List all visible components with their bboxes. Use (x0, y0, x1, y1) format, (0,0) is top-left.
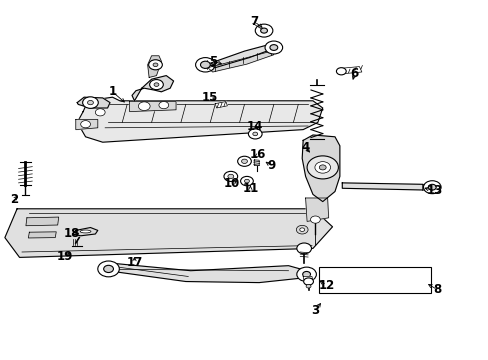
Polygon shape (147, 56, 161, 77)
Circle shape (260, 28, 267, 33)
Circle shape (237, 156, 251, 166)
Text: 9: 9 (267, 159, 275, 172)
Circle shape (302, 271, 310, 277)
Circle shape (299, 228, 304, 231)
Text: 5: 5 (208, 55, 216, 68)
Text: 17: 17 (126, 256, 142, 269)
Circle shape (310, 216, 320, 223)
Circle shape (224, 171, 237, 181)
Circle shape (87, 100, 93, 105)
Polygon shape (132, 76, 173, 101)
Text: 14: 14 (246, 120, 263, 133)
Circle shape (296, 243, 311, 254)
Circle shape (159, 102, 168, 109)
Circle shape (241, 159, 247, 163)
Circle shape (269, 45, 277, 50)
Text: 10: 10 (224, 177, 240, 190)
Polygon shape (72, 228, 98, 236)
Circle shape (138, 102, 150, 111)
Polygon shape (342, 183, 427, 190)
Circle shape (296, 267, 316, 282)
Circle shape (319, 165, 325, 170)
Circle shape (248, 129, 262, 139)
Polygon shape (215, 102, 227, 108)
Polygon shape (207, 51, 273, 72)
Text: 18: 18 (64, 227, 81, 240)
Circle shape (81, 121, 90, 128)
Polygon shape (254, 160, 259, 166)
Polygon shape (207, 44, 276, 68)
Text: 16: 16 (249, 148, 266, 161)
Polygon shape (28, 232, 56, 238)
Circle shape (244, 179, 249, 183)
Text: 3: 3 (311, 304, 319, 317)
Text: 15: 15 (202, 91, 218, 104)
Circle shape (423, 181, 440, 194)
Ellipse shape (80, 230, 91, 233)
Circle shape (149, 80, 163, 90)
Polygon shape (129, 102, 176, 112)
Polygon shape (302, 135, 339, 202)
Polygon shape (303, 276, 312, 282)
Circle shape (252, 132, 257, 136)
Text: 13: 13 (426, 184, 443, 197)
Text: 12: 12 (318, 279, 334, 292)
Circle shape (264, 41, 282, 54)
Text: 6: 6 (350, 67, 358, 80)
Circle shape (103, 265, 113, 273)
Text: 4: 4 (301, 141, 309, 154)
Circle shape (153, 63, 158, 67)
Bar (318, 267, 430, 293)
Circle shape (296, 225, 307, 234)
Circle shape (154, 83, 159, 86)
Circle shape (306, 156, 338, 179)
Circle shape (195, 58, 215, 72)
Polygon shape (77, 97, 110, 108)
Polygon shape (26, 217, 59, 226)
Circle shape (314, 162, 330, 173)
Text: 1: 1 (108, 85, 116, 98)
Text: 11: 11 (242, 183, 258, 195)
Text: 19: 19 (57, 250, 73, 263)
Polygon shape (339, 67, 361, 74)
Circle shape (227, 174, 233, 179)
Circle shape (82, 97, 98, 108)
Polygon shape (77, 97, 322, 142)
Circle shape (303, 278, 313, 285)
Polygon shape (105, 264, 310, 283)
Polygon shape (76, 120, 98, 130)
Circle shape (200, 61, 210, 68)
Text: 7: 7 (250, 15, 258, 28)
Circle shape (240, 176, 253, 186)
Circle shape (255, 24, 272, 37)
Circle shape (148, 60, 162, 70)
Polygon shape (305, 198, 328, 221)
Circle shape (305, 284, 310, 288)
Circle shape (336, 68, 346, 75)
Text: 2: 2 (10, 193, 18, 206)
Circle shape (427, 184, 435, 190)
Text: 8: 8 (433, 283, 441, 296)
Circle shape (95, 109, 105, 116)
Polygon shape (5, 209, 332, 257)
Circle shape (98, 261, 119, 277)
